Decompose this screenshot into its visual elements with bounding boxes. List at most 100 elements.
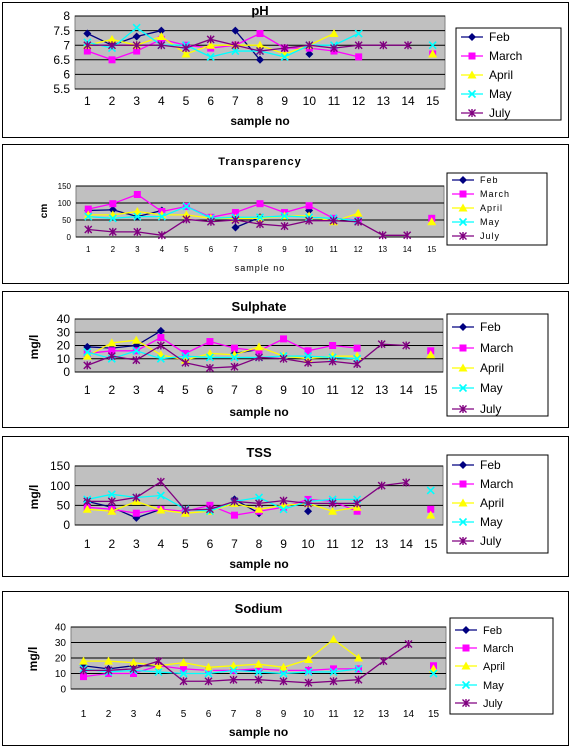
legend-marker	[462, 626, 470, 634]
data-point-may	[329, 667, 338, 677]
data-point-july	[229, 675, 238, 684]
series-line-feb	[87, 330, 162, 349]
data-point-may	[83, 348, 92, 357]
data-point-march	[83, 47, 91, 55]
series-line-april	[86, 339, 358, 361]
x-tick-label: 4	[160, 245, 165, 254]
x-tick-label: 7	[231, 383, 238, 397]
data-point-july	[204, 677, 213, 686]
series-line-april	[87, 500, 358, 514]
y-axis-label: mg/l	[27, 335, 41, 360]
data-point-july	[280, 44, 289, 53]
data-point-feb	[132, 32, 141, 41]
data-point-may	[107, 490, 116, 499]
data-point-march	[304, 347, 312, 355]
x-tick-label: 1	[84, 383, 91, 397]
data-point-april	[107, 506, 117, 515]
data-point-april	[427, 217, 437, 226]
data-point-may	[304, 667, 313, 677]
y-tick-label: 40	[57, 312, 71, 326]
data-point-july	[280, 222, 289, 231]
legend-label: March	[480, 477, 513, 491]
x-tick-label: 15	[424, 383, 438, 397]
x-tick-label: 3	[131, 709, 137, 720]
x-tick-label: 1	[84, 537, 91, 551]
data-point-april	[156, 505, 166, 514]
data-point-march	[353, 344, 361, 352]
data-point-march	[256, 30, 264, 38]
y-tick-label: 150	[58, 182, 72, 191]
data-point-april	[329, 634, 338, 643]
chart-svg-ph: 5.566.577.581 2 3 4 5 6 7 8 9 10 11 12 13 14 15pHsampl…	[53, 3, 562, 128]
data-point-july	[402, 341, 411, 350]
legend-marker	[459, 405, 467, 413]
data-point-may	[254, 493, 264, 502]
series-line-july	[87, 38, 408, 52]
chart-title: pH	[251, 3, 268, 18]
data-point-may	[280, 52, 289, 61]
legend-marker	[459, 190, 467, 198]
x-tick-label: 3	[135, 245, 140, 254]
legend-label: July	[480, 402, 501, 416]
data-point-feb	[83, 29, 92, 38]
chart-panel-transparency: 0 50 100 150 1 2 3 4 5 6 7 8 9 10 11 12 13 14 15 Transparen…	[2, 144, 569, 284]
data-point-july	[256, 47, 264, 56]
data-point-july	[84, 225, 93, 234]
x-tick-label: 9	[280, 537, 287, 551]
data-point-may	[204, 669, 213, 678]
data-point-july	[354, 675, 363, 684]
data-point-march	[305, 202, 313, 210]
data-point-may	[206, 52, 215, 61]
x-tick-label: 7	[233, 245, 238, 254]
x-tick-label: 5	[184, 245, 189, 254]
data-point-july	[205, 505, 214, 514]
data-point-july	[182, 44, 190, 53]
data-point-april	[254, 659, 263, 668]
data-point-july	[156, 341, 165, 350]
data-point-july	[255, 499, 263, 508]
data-point-july	[329, 677, 338, 686]
x-tick-label: 1	[81, 709, 87, 720]
x-tick-label: 5	[181, 709, 187, 720]
x-tick-label: 15	[426, 94, 440, 108]
x-tick-label: 11	[329, 245, 338, 254]
data-point-may	[304, 352, 313, 361]
data-point-july	[230, 362, 239, 371]
x-tick-label: 15	[424, 537, 438, 551]
data-point-may	[354, 29, 363, 38]
data-point-march	[108, 347, 116, 355]
data-point-july	[132, 493, 141, 502]
legend-label: March	[489, 49, 522, 63]
legend-marker	[467, 70, 477, 79]
legend-label: April	[480, 203, 503, 213]
data-point-july	[79, 666, 88, 675]
legend-marker	[459, 480, 467, 488]
legend-marker	[459, 537, 467, 545]
y-axis-label: mg/l	[27, 485, 41, 510]
x-tick-label: 11	[326, 383, 339, 397]
series-line-july	[88, 218, 408, 236]
data-point-april	[426, 350, 436, 359]
y-tick-label: 20	[55, 654, 67, 665]
data-point-april	[279, 662, 288, 671]
legend-label: May	[483, 680, 504, 692]
legend-label: July	[480, 534, 501, 548]
x-tick-label: 9	[282, 245, 287, 254]
data-point-may	[179, 669, 188, 678]
x-tick-label: 5	[182, 537, 189, 551]
data-point-july	[107, 497, 116, 506]
data-point-march	[305, 666, 312, 674]
data-point-april	[179, 658, 188, 667]
data-point-july	[353, 360, 362, 369]
data-point-march	[353, 507, 361, 515]
data-point-feb	[305, 49, 314, 58]
data-point-may	[428, 41, 437, 50]
y-tick-label: 10	[57, 352, 71, 366]
legend-label: May	[480, 217, 500, 227]
data-point-march	[427, 505, 435, 513]
data-point-march	[80, 673, 87, 681]
data-point-may	[205, 353, 214, 362]
data-point-july	[154, 657, 163, 666]
data-point-july	[179, 677, 188, 686]
